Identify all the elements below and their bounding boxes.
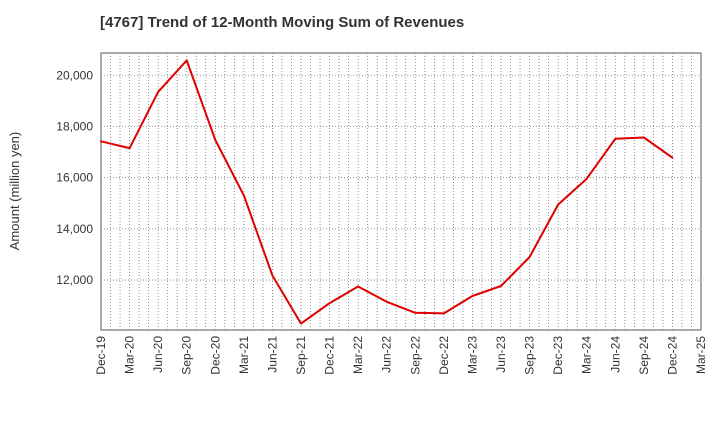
series-line bbox=[100, 59, 674, 325]
x-tick-label: Sep-22 bbox=[408, 336, 422, 375]
y-tick-label: 20,000 bbox=[56, 68, 93, 82]
chart-title: [4767] Trend of 12-Month Moving Sum of R… bbox=[100, 14, 465, 31]
x-tick-label: Sep-20 bbox=[180, 336, 194, 375]
plot-frame bbox=[100, 52, 702, 331]
x-tick-label: Mar-22 bbox=[351, 336, 365, 374]
x-tick-label: Jun-20 bbox=[151, 336, 165, 373]
x-tick-label: Sep-23 bbox=[523, 336, 537, 375]
x-axis-ticks: Dec-19 Mar-20 Jun-20 Sep-20 Dec-20 Mar-21 Jun-… bbox=[94, 336, 708, 375]
x-tick-label: Sep-21 bbox=[294, 336, 308, 375]
horizontal-gridlines bbox=[101, 74, 701, 281]
x-tick-label: Mar-25 bbox=[694, 336, 708, 374]
x-tick-label: Dec-22 bbox=[437, 336, 451, 375]
x-tick-label: Dec-20 bbox=[208, 336, 222, 375]
plot-area bbox=[100, 52, 702, 331]
x-tick-label: Jun-23 bbox=[494, 336, 508, 373]
y-axis-ticks: 12,000 14,000 16,000 18,000 20,000 bbox=[56, 68, 93, 287]
y-tick-label: 14,000 bbox=[56, 222, 93, 236]
x-tick-label: Mar-24 bbox=[580, 336, 594, 374]
x-tick-label: Mar-20 bbox=[123, 336, 137, 374]
x-tick-label: Dec-19 bbox=[94, 336, 108, 375]
x-tick-label: Sep-24 bbox=[637, 336, 651, 375]
x-tick-label: Jun-22 bbox=[380, 336, 394, 373]
vertical-gridlines bbox=[110, 53, 692, 330]
y-tick-label: 12,000 bbox=[56, 273, 93, 287]
x-tick-label: Dec-23 bbox=[551, 336, 565, 375]
x-tick-label: Jun-24 bbox=[608, 336, 622, 373]
x-tick-label: Jun-21 bbox=[265, 336, 279, 373]
y-tick-label: 16,000 bbox=[56, 171, 93, 185]
x-tick-label: Mar-21 bbox=[237, 336, 251, 374]
y-tick-label: 18,000 bbox=[56, 119, 93, 133]
x-tick-label: Mar-23 bbox=[465, 336, 479, 374]
x-tick-label: Dec-24 bbox=[665, 336, 679, 375]
series-layer bbox=[100, 59, 674, 325]
y-axis-label: Amount (million yen) bbox=[7, 132, 22, 251]
x-tick-label: Dec-21 bbox=[323, 336, 337, 375]
